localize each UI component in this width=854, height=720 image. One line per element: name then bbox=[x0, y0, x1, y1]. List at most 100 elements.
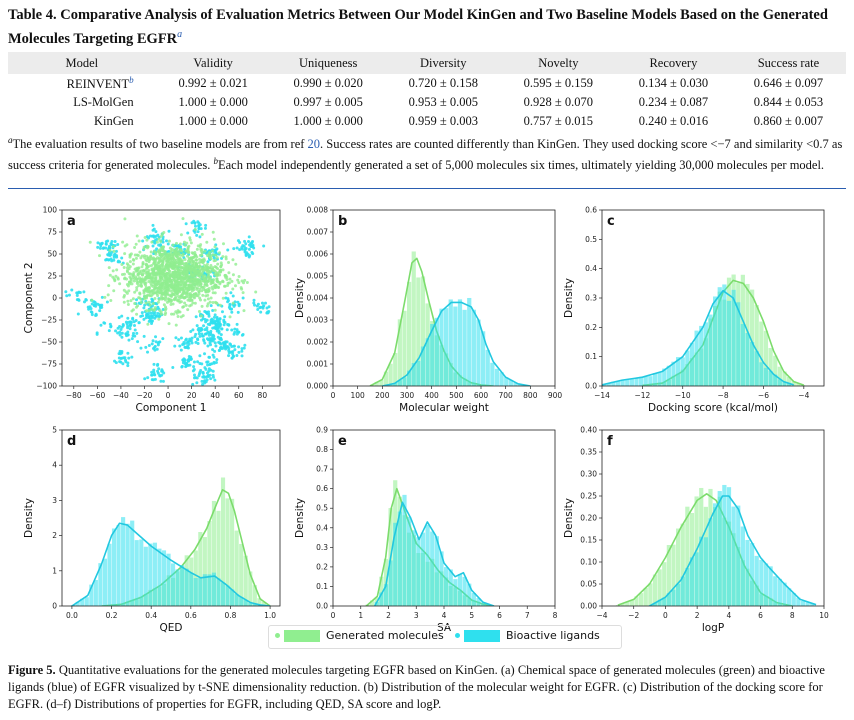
scatter-point-generated bbox=[207, 289, 211, 293]
metrics-table: Model Validity Uniqueness Diversity Nove… bbox=[8, 52, 846, 131]
scatter-point-bioactive bbox=[165, 239, 169, 243]
histogram-bar-bioactive bbox=[481, 331, 486, 386]
histogram-bar-bioactive bbox=[420, 532, 426, 606]
scatter-point-generated bbox=[112, 289, 116, 293]
scatter-point-bioactive bbox=[185, 341, 189, 345]
scatter-point-bioactive bbox=[139, 346, 143, 350]
scatter-point-bioactive bbox=[161, 379, 165, 383]
scatter-point-generated bbox=[207, 273, 211, 277]
histogram-bar-bioactive bbox=[740, 526, 745, 606]
scatter-point-bioactive bbox=[220, 347, 224, 351]
scatter-point-bioactive bbox=[151, 378, 155, 382]
scatter-point-generated bbox=[140, 273, 144, 277]
scatter-point-generated bbox=[200, 285, 204, 289]
ref-link[interactable]: 20 bbox=[307, 137, 321, 152]
scatter-point-bioactive bbox=[213, 378, 217, 382]
scatter-point-bioactive bbox=[187, 359, 191, 363]
scatter-point-generated bbox=[180, 293, 184, 297]
scatter-point-generated bbox=[222, 242, 226, 246]
scatter-point-generated bbox=[138, 280, 142, 284]
scatter-point-bioactive bbox=[118, 333, 122, 337]
scatter-point-bioactive bbox=[105, 300, 109, 304]
scatter-point-bioactive bbox=[156, 341, 160, 345]
table-cell: 0.595 ± 0.159 bbox=[523, 76, 594, 91]
scatter-point-bioactive bbox=[214, 361, 218, 365]
histogram-bar-bioactive bbox=[211, 572, 217, 606]
scatter-point-generated bbox=[170, 280, 174, 284]
scatter-point-bioactive bbox=[149, 316, 153, 320]
scatter-point-bioactive bbox=[113, 240, 117, 244]
histogram-bar-generated bbox=[407, 281, 412, 386]
scatter-point-generated bbox=[171, 302, 175, 306]
histogram-bar-bioactive bbox=[768, 370, 773, 386]
histogram-bar-bioactive bbox=[763, 367, 769, 386]
scatter-point-generated bbox=[168, 246, 172, 250]
scatter-point-bioactive bbox=[116, 243, 120, 247]
scatter-point-bioactive bbox=[179, 348, 183, 352]
scatter-point-generated bbox=[197, 292, 201, 296]
scatter-point-bioactive bbox=[252, 301, 256, 305]
scatter-point-bioactive bbox=[117, 352, 121, 356]
scatter-point-bioactive bbox=[209, 377, 213, 381]
y-tick-label: 0.5 bbox=[316, 504, 328, 513]
plot-area bbox=[602, 274, 806, 386]
histogram-bar-bioactive bbox=[379, 592, 384, 606]
scatter-point-bioactive bbox=[177, 338, 181, 342]
scatter-point-generated bbox=[176, 299, 180, 303]
table-cell: 0.997 ± 0.005 bbox=[293, 95, 363, 110]
scatter-point-generated bbox=[152, 262, 156, 266]
scatter-point-generated bbox=[193, 283, 197, 287]
scatter-point-bioactive bbox=[147, 319, 151, 323]
scatter-point-generated bbox=[106, 293, 110, 297]
scatter-point-generated bbox=[145, 254, 149, 258]
scatter-point-generated bbox=[185, 274, 189, 278]
scatter-point-generated bbox=[203, 282, 207, 286]
scatter-point-generated bbox=[202, 257, 206, 261]
plot-area bbox=[64, 217, 271, 386]
scatter-point-bioactive bbox=[207, 314, 211, 318]
y-axis-label: Density bbox=[563, 278, 575, 318]
scatter-point-generated bbox=[204, 294, 208, 298]
scatter-point-generated bbox=[199, 247, 203, 251]
x-tick-label: 2 bbox=[386, 611, 391, 620]
scatter-point-bioactive bbox=[152, 362, 156, 366]
scatter-point-bioactive bbox=[160, 369, 164, 373]
scatter-point-generated bbox=[145, 270, 149, 274]
scatter-point-bioactive bbox=[189, 329, 193, 333]
scatter-point-generated bbox=[211, 267, 215, 271]
scatter-point-bioactive bbox=[247, 255, 251, 259]
scatter-point-bioactive bbox=[96, 241, 100, 245]
scatter-point-bioactive bbox=[225, 328, 229, 332]
col-header-model: Model bbox=[8, 52, 156, 74]
scatter-point-bioactive bbox=[109, 325, 113, 329]
scatter-point-bioactive bbox=[98, 309, 102, 313]
scatter-point-generated bbox=[217, 270, 221, 274]
panel-letter: b bbox=[338, 214, 347, 229]
x-tick-label: 0.8 bbox=[224, 611, 236, 620]
scatter-point-bioactive bbox=[131, 331, 135, 335]
scatter-point-bioactive bbox=[190, 336, 194, 340]
scatter-point-bioactive bbox=[211, 308, 215, 312]
histogram-bar-bioactive bbox=[703, 537, 708, 606]
histogram-bar-bioactive bbox=[726, 487, 732, 606]
histogram-bar-bioactive bbox=[157, 548, 162, 606]
scatter-point-generated bbox=[180, 279, 184, 283]
scatter-point-generated bbox=[177, 262, 181, 266]
scatter-point-generated bbox=[159, 289, 163, 293]
histogram-bar-bioactive bbox=[444, 308, 449, 386]
scatter-point-bioactive bbox=[211, 373, 215, 377]
table-title-mark: a bbox=[177, 29, 183, 40]
histogram-bar-generated bbox=[666, 545, 671, 606]
y-tick-label: 2 bbox=[52, 531, 57, 540]
scatter-point-generated bbox=[199, 282, 203, 286]
scatter-point-generated bbox=[183, 257, 187, 261]
histogram-bar-bioactive bbox=[116, 525, 121, 606]
scatter-point-generated bbox=[126, 299, 130, 303]
scatter-point-bioactive bbox=[252, 298, 256, 302]
scatter-point-generated bbox=[123, 244, 127, 248]
x-axis-label: Component 1 bbox=[136, 402, 207, 414]
scatter-point-generated bbox=[200, 289, 204, 293]
table-cell: 0.959 ± 0.003 bbox=[408, 114, 478, 129]
scatter-point-bioactive bbox=[142, 317, 146, 321]
x-axis-label: Docking score (kcal/mol) bbox=[648, 402, 778, 414]
